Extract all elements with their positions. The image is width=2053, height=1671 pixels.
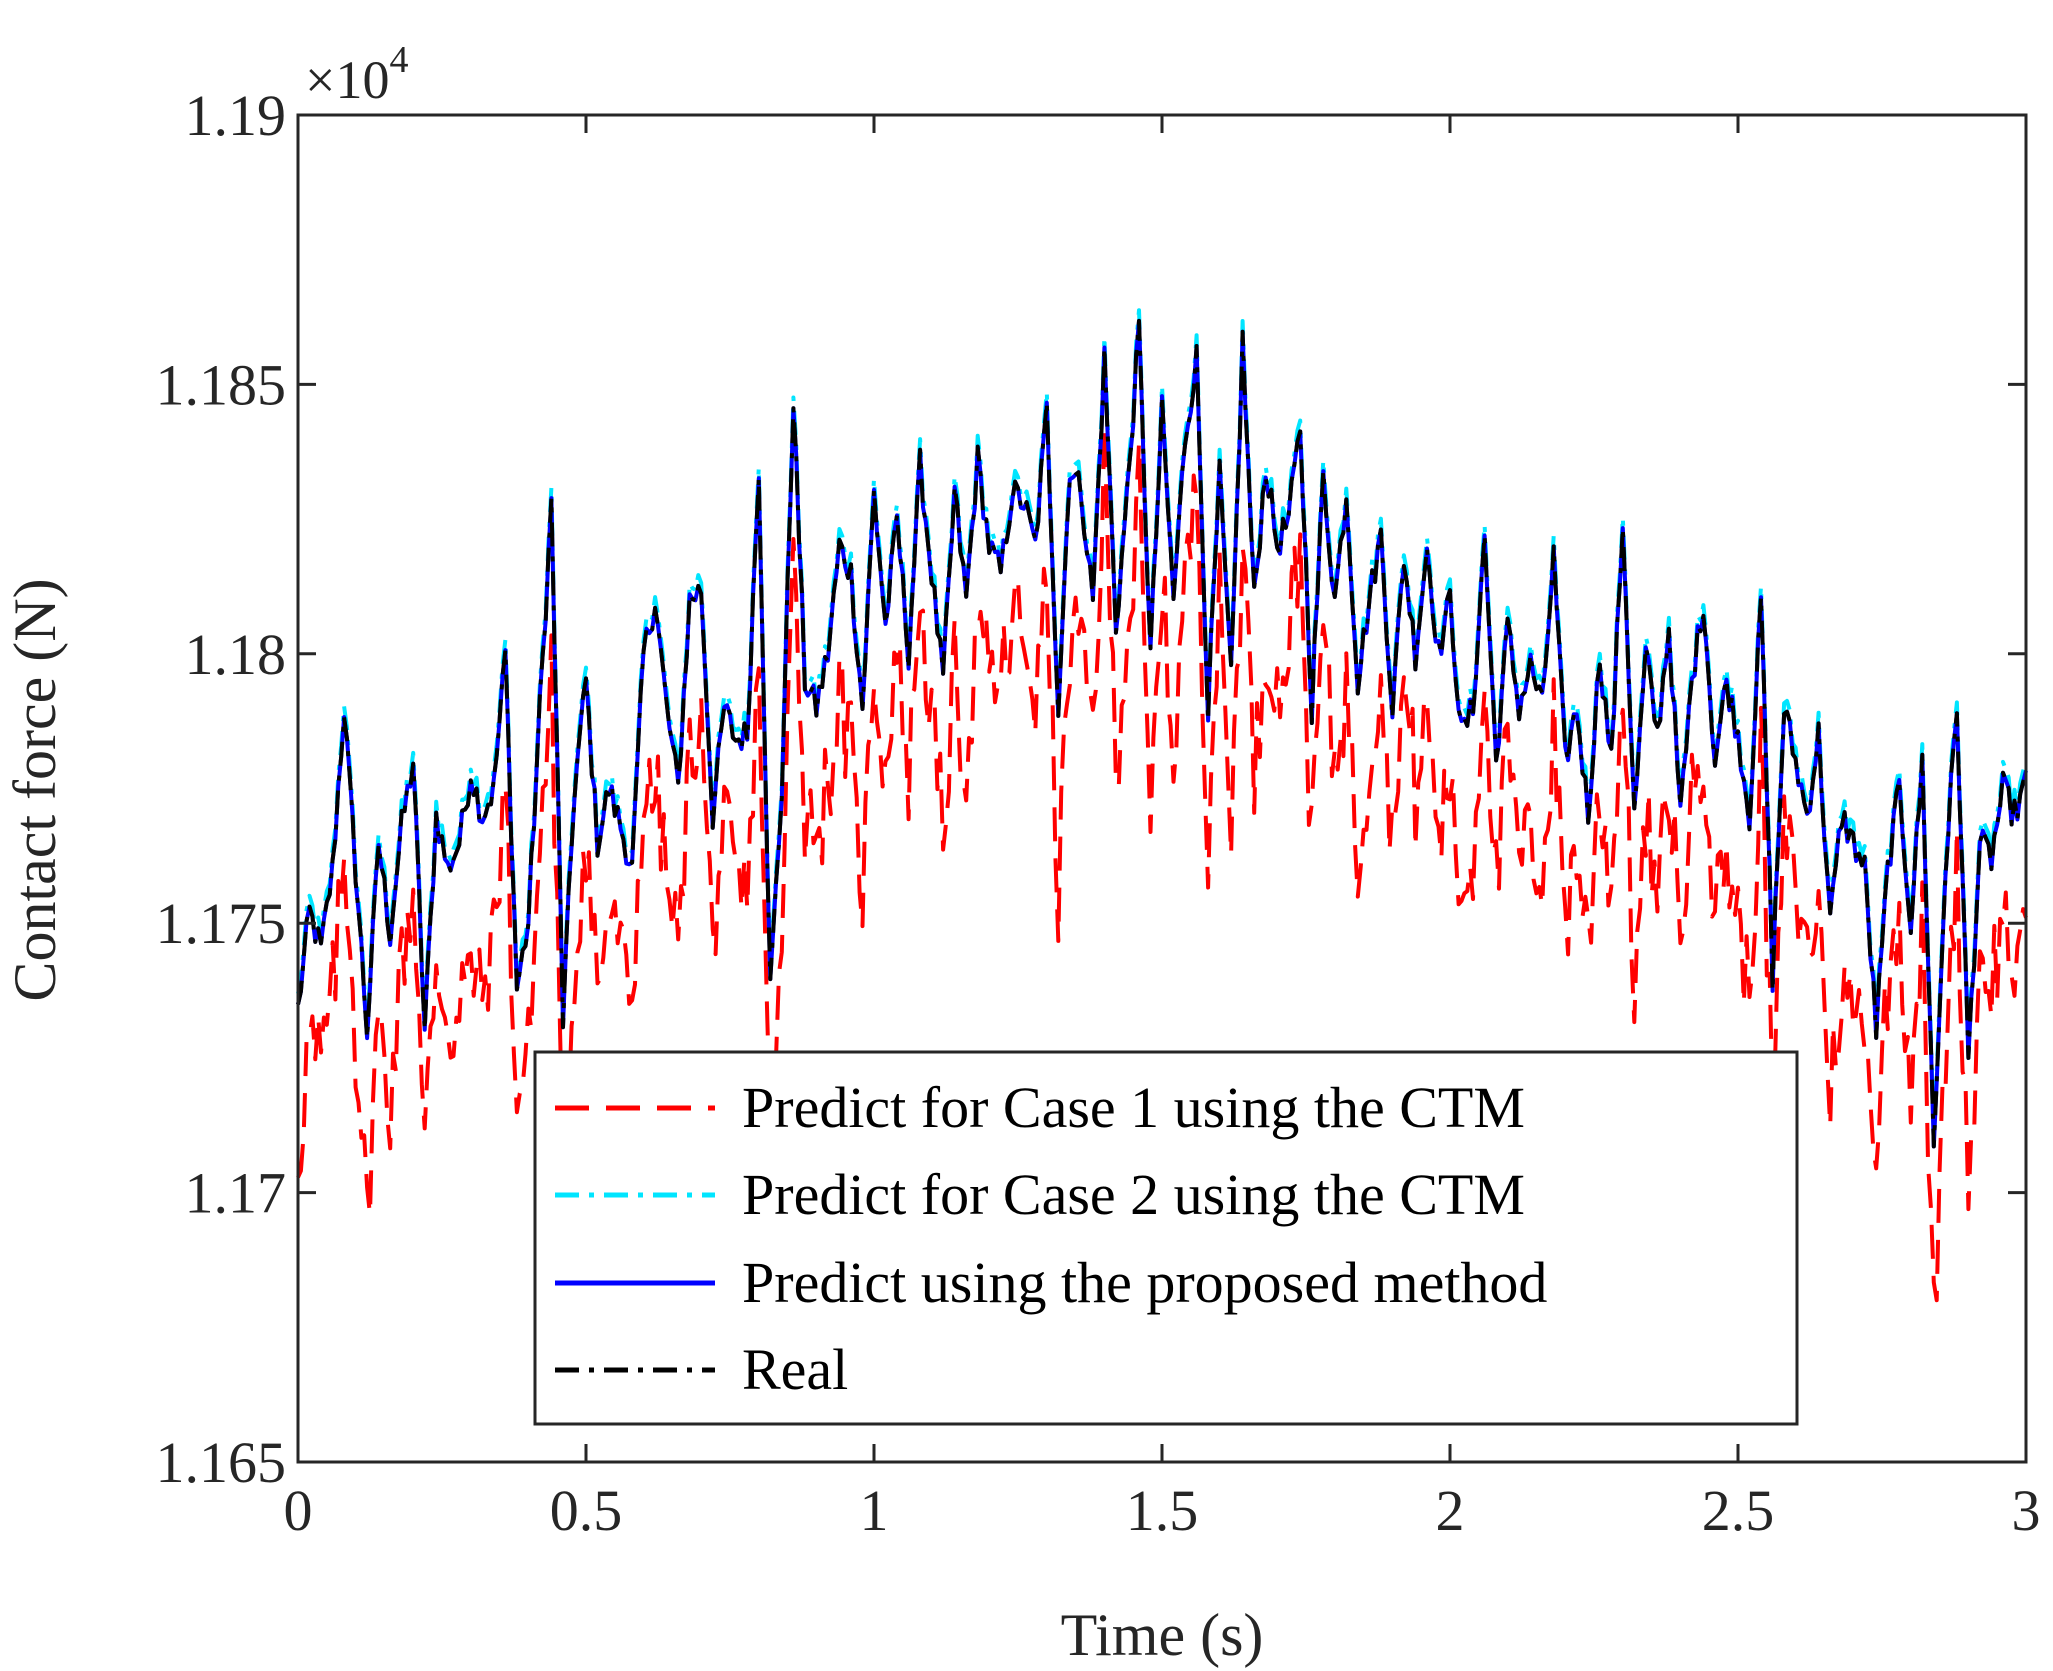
x-axis-title: Time (s) <box>1061 1602 1264 1668</box>
y-exponent-label: ×104 <box>305 39 408 110</box>
y-tick-label: 1.18 <box>185 622 287 687</box>
legend-box <box>533 1050 1799 1426</box>
y-tick-label: 1.175 <box>156 891 287 956</box>
legend-label-case2: Predict for Case 2 using the CTM <box>742 1162 1525 1227</box>
x-tick-label: 0.5 <box>550 1478 623 1543</box>
case1-line <box>296 423 2028 1303</box>
y-exponent-prefix: ×10 <box>305 50 389 110</box>
x-tick-label: 2.5 <box>1702 1478 1775 1543</box>
real-line <box>296 318 2028 1149</box>
y-tick-label: 1.165 <box>156 1430 287 1495</box>
legend: Predict for Case 1 using the CTM Predict… <box>533 1050 1799 1426</box>
y-tick-label: 1.185 <box>156 352 287 417</box>
x-tick-label: 3 <box>2012 1478 2041 1543</box>
x-tick-label: 2 <box>1436 1478 1465 1543</box>
plot-lines <box>296 308 2028 1303</box>
legend-label-proposed: Predict using the proposed method <box>742 1250 1547 1315</box>
x-tick-label: 1 <box>860 1478 889 1543</box>
y-tick-label: 1.17 <box>185 1161 287 1226</box>
y-axis-title: Contact force (N) <box>2 578 68 1001</box>
legend-label-case1: Predict for Case 1 using the CTM <box>742 1075 1525 1140</box>
y-exponent-power: 4 <box>389 39 408 81</box>
axis-ticks: 0 0.5 1 1.5 2 2.5 3 1.165 1.17 1.175 1.18 1.185 1.19 <box>156 83 2041 1543</box>
case2-line <box>296 308 2028 1138</box>
y-tick-label: 1.19 <box>185 83 287 148</box>
x-tick-label: 1.5 <box>1126 1478 1199 1543</box>
legend-label-real: Real <box>742 1337 848 1402</box>
x-tick-label: 0 <box>284 1478 313 1543</box>
